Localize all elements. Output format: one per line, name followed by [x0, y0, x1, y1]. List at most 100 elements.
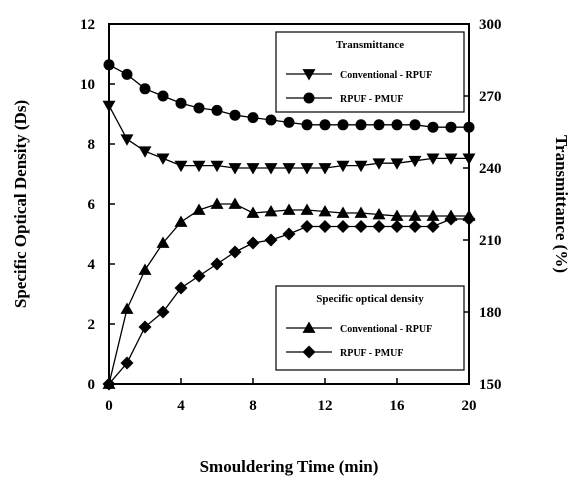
- legend-marker: [302, 345, 316, 359]
- data-point: [318, 205, 332, 217]
- data-point: [390, 158, 404, 170]
- x-tick-label: 8: [249, 398, 257, 414]
- data-point: [120, 134, 134, 146]
- data-point: [282, 203, 296, 215]
- data-point: [462, 153, 476, 165]
- data-point: [318, 163, 332, 175]
- data-point: [408, 220, 422, 233]
- y2-tick-label: 240: [479, 161, 502, 177]
- data-point: [174, 160, 188, 173]
- data-point: [336, 206, 350, 218]
- data-point: [354, 220, 368, 233]
- data-point: [228, 245, 242, 259]
- data-point: [373, 119, 385, 131]
- y-tick-label: 2: [88, 317, 96, 333]
- data-point: [264, 163, 278, 175]
- data-point: [192, 160, 206, 173]
- y-tick-label: 10: [80, 77, 95, 93]
- series-3: [102, 212, 476, 391]
- y2-tick-label: 300: [479, 17, 502, 33]
- legend-marker: [303, 92, 315, 104]
- y2-axis-title: Transmittance (%): [552, 135, 571, 273]
- x-tick-label: 20: [462, 398, 477, 414]
- data-point: [462, 212, 476, 226]
- legend-0: Transmittance Conventional - RPUF RPUF - P…: [275, 31, 465, 113]
- y2-tick-label: 270: [479, 89, 502, 105]
- data-point: [174, 215, 188, 227]
- data-point: [300, 220, 314, 233]
- data-point: [390, 220, 404, 233]
- legend-label: RPUF - PMUF: [340, 94, 404, 105]
- series-0: [102, 100, 476, 175]
- data-point: [192, 269, 206, 283]
- data-point: [300, 203, 314, 215]
- y-tick-label: 12: [80, 17, 95, 33]
- x-tick-label: 12: [318, 398, 333, 414]
- data-point: [372, 208, 386, 220]
- data-point: [390, 209, 404, 221]
- data-point: [426, 209, 440, 221]
- data-point: [246, 163, 260, 175]
- data-point: [337, 119, 349, 131]
- data-point: [192, 203, 206, 215]
- data-point: [426, 220, 440, 233]
- legend-label: RPUF - PMUF: [340, 348, 404, 359]
- data-point: [229, 109, 241, 121]
- data-point: [301, 119, 313, 131]
- data-point: [372, 220, 386, 233]
- data-point: [228, 163, 242, 175]
- data-point: [138, 263, 152, 275]
- data-point: [282, 227, 296, 241]
- data-point: [427, 121, 439, 133]
- data-point: [211, 104, 223, 116]
- x-axis-title: Smouldering Time (min): [200, 457, 379, 476]
- data-point: [336, 160, 350, 173]
- x-tick-label: 16: [390, 398, 406, 414]
- data-point: [408, 155, 422, 168]
- data-point: [193, 102, 205, 114]
- legend-label: Conventional - RPUF: [340, 70, 432, 81]
- data-point: [139, 83, 151, 95]
- data-point: [391, 119, 403, 131]
- series-1: [103, 59, 475, 133]
- y-tick-label: 0: [88, 377, 96, 393]
- data-point: [174, 281, 188, 295]
- data-point: [355, 119, 367, 131]
- data-point: [264, 233, 278, 247]
- legend-layer: Transmittance Conventional - RPUF RPUF - P…: [275, 31, 465, 371]
- data-point: [372, 158, 386, 170]
- data-point: [336, 220, 350, 233]
- data-point: [210, 160, 224, 173]
- data-point: [138, 320, 152, 334]
- data-point: [408, 209, 422, 221]
- tick-layer: 0 4 8 12 16 20 0 2 4 6 8 10 12 150 180 210 240 270 300: [80, 17, 502, 414]
- data-point: [444, 153, 458, 165]
- data-point: [138, 146, 152, 158]
- x-tick-label: 0: [105, 398, 113, 414]
- data-point: [445, 121, 457, 133]
- y2-tick-label: 210: [479, 233, 502, 249]
- data-point: [157, 90, 169, 102]
- data-point: [175, 97, 187, 109]
- data-point: [318, 220, 332, 233]
- legend-marker: [302, 321, 316, 333]
- data-point: [265, 114, 277, 126]
- y-tick-label: 8: [88, 137, 96, 153]
- data-point: [156, 305, 170, 319]
- legend-title: Specific optical density: [316, 293, 424, 305]
- data-point: [120, 302, 134, 314]
- data-point: [156, 236, 170, 248]
- data-point: [120, 356, 134, 370]
- data-point: [264, 205, 278, 217]
- data-point: [102, 100, 116, 113]
- legend-marker: [302, 69, 316, 81]
- x-tick-label: 4: [177, 398, 185, 414]
- data-point: [246, 206, 260, 218]
- data-point: [354, 206, 368, 218]
- data-point: [319, 119, 331, 131]
- series-layer: [102, 59, 476, 391]
- data-point: [409, 119, 421, 131]
- data-point: [210, 257, 224, 271]
- data-point: [283, 116, 295, 128]
- y-axis-title: Specific Optical Density (Ds): [11, 100, 30, 308]
